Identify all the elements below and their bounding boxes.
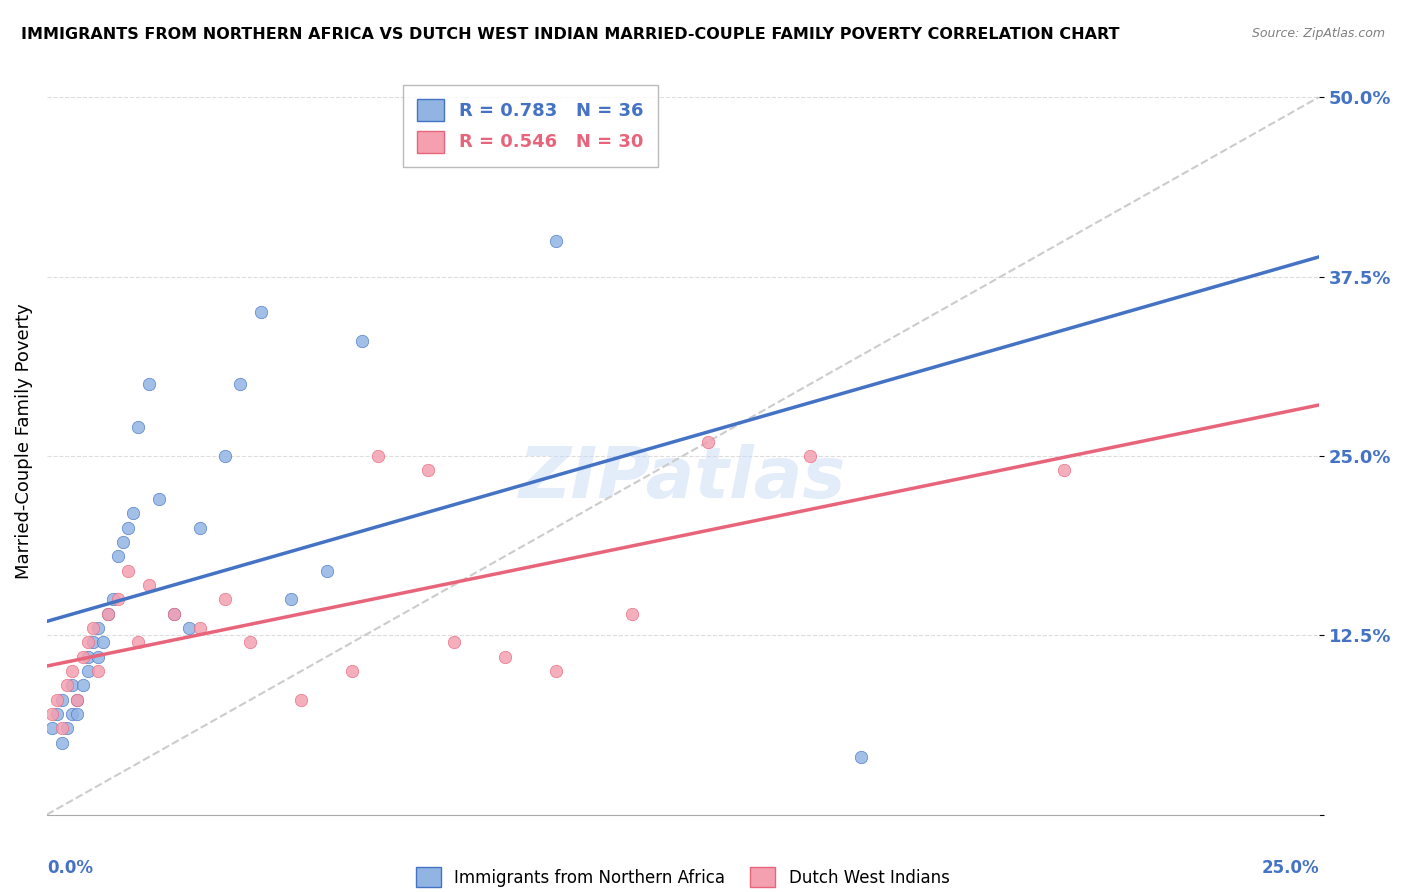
Point	[122, 506, 145, 520]
Point	[443, 635, 465, 649]
Point	[97, 607, 120, 621]
Text: 25.0%: 25.0%	[1261, 859, 1319, 878]
Point	[494, 649, 516, 664]
Point	[91, 635, 114, 649]
Point	[51, 722, 73, 736]
Point	[60, 678, 83, 692]
Point	[107, 592, 129, 607]
Point	[249, 305, 271, 319]
Point	[290, 693, 312, 707]
Legend: Immigrants from Northern Africa, Dutch West Indians: Immigrants from Northern Africa, Dutch W…	[409, 860, 956, 892]
Point	[544, 664, 567, 678]
Point	[340, 664, 363, 678]
Point	[367, 449, 389, 463]
Point	[66, 693, 89, 707]
Point	[239, 635, 262, 649]
Point	[179, 621, 201, 635]
Point	[107, 549, 129, 564]
Point	[163, 607, 186, 621]
Text: IMMIGRANTS FROM NORTHERN AFRICA VS DUTCH WEST INDIAN MARRIED-COUPLE FAMILY POVER: IMMIGRANTS FROM NORTHERN AFRICA VS DUTCH…	[21, 27, 1119, 42]
Point	[101, 592, 124, 607]
Point	[41, 722, 63, 736]
Point	[138, 578, 160, 592]
Point	[849, 750, 872, 764]
Point	[76, 649, 98, 664]
Point	[117, 564, 139, 578]
Point	[72, 678, 94, 692]
Point	[620, 607, 643, 621]
Point	[51, 693, 73, 707]
Point	[127, 420, 149, 434]
Point	[76, 664, 98, 678]
Point	[56, 678, 79, 692]
Point	[72, 649, 94, 664]
Point	[117, 521, 139, 535]
Point	[41, 707, 63, 722]
Point	[87, 649, 110, 664]
Text: ZIPatlas: ZIPatlas	[519, 444, 846, 513]
Point	[148, 491, 170, 506]
Point	[418, 463, 440, 477]
Point	[697, 434, 720, 449]
Point	[46, 693, 69, 707]
Point	[315, 564, 337, 578]
Point	[214, 592, 236, 607]
Point	[188, 521, 211, 535]
Point	[76, 635, 98, 649]
Point	[66, 693, 89, 707]
Point	[280, 592, 302, 607]
Point	[112, 535, 135, 549]
Point	[87, 621, 110, 635]
Point	[163, 607, 186, 621]
Point	[97, 607, 120, 621]
Point	[188, 621, 211, 635]
Point	[544, 234, 567, 248]
Point	[82, 621, 104, 635]
Text: 0.0%: 0.0%	[46, 859, 93, 878]
Point	[56, 722, 79, 736]
Point	[799, 449, 821, 463]
Point	[87, 664, 110, 678]
Point	[60, 664, 83, 678]
Point	[51, 736, 73, 750]
Point	[66, 707, 89, 722]
Point	[352, 334, 374, 348]
Point	[1053, 463, 1076, 477]
Point	[46, 707, 69, 722]
Point	[229, 377, 252, 392]
Point	[138, 377, 160, 392]
Point	[214, 449, 236, 463]
Text: Source: ZipAtlas.com: Source: ZipAtlas.com	[1251, 27, 1385, 40]
Point	[127, 635, 149, 649]
Point	[60, 707, 83, 722]
Point	[82, 635, 104, 649]
Y-axis label: Married-Couple Family Poverty: Married-Couple Family Poverty	[15, 303, 32, 580]
